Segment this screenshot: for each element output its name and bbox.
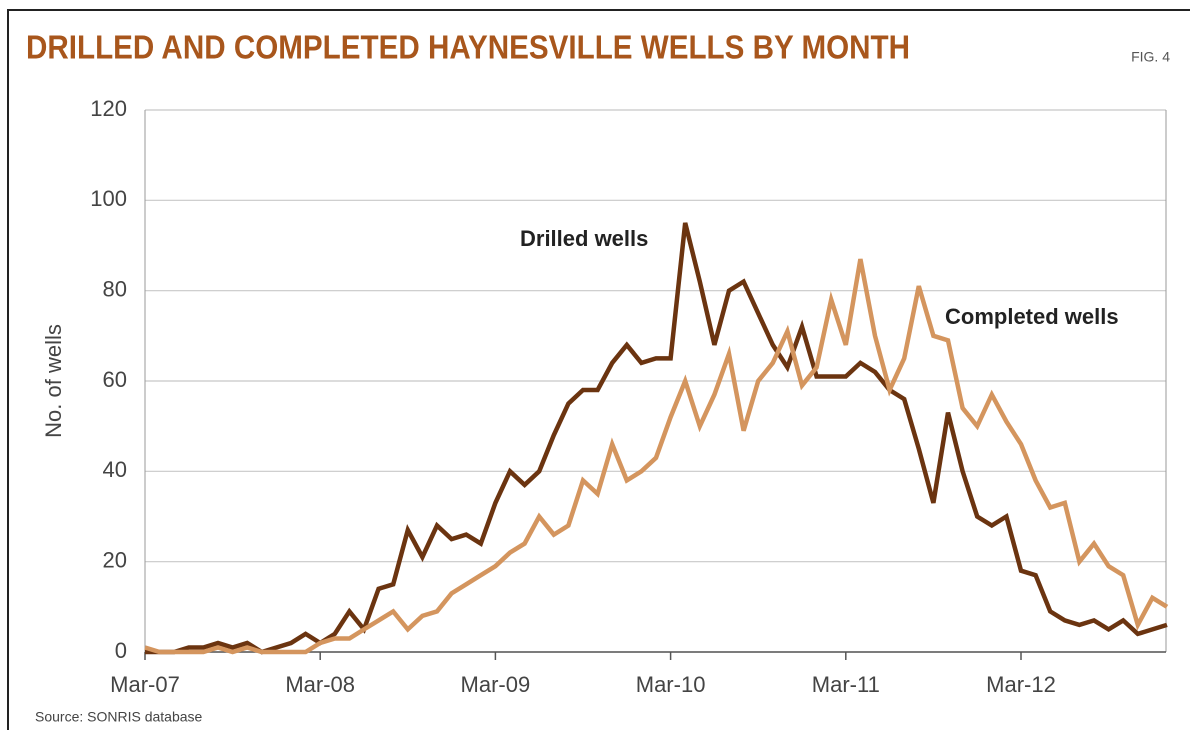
line-series xyxy=(144,258,1169,655)
line-series xyxy=(145,222,1168,655)
x-tick-label: Mar-08 xyxy=(285,672,355,697)
x-tick-label: Mar-10 xyxy=(636,672,706,697)
series-label: Completed wells xyxy=(945,304,1119,329)
y-tick-label: 40 xyxy=(103,457,127,482)
x-tick-label: Mar-09 xyxy=(461,672,531,697)
y-tick-label: 60 xyxy=(103,367,127,392)
chart-title: DRILLED AND COMPLETED HAYNESVILLE WELLS … xyxy=(26,29,910,66)
x-tick-label: Mar-12 xyxy=(986,672,1056,697)
series-label: Drilled wells xyxy=(520,226,648,251)
y-axis-label: No. of wells xyxy=(41,324,66,438)
x-tick-label: Mar-11 xyxy=(812,672,880,697)
source: Source: SONRIS database xyxy=(35,709,203,725)
frame xyxy=(7,9,1190,730)
y-tick-label: 100 xyxy=(90,186,127,211)
y-tick-label: 20 xyxy=(103,547,127,572)
y-tick-label: 0 xyxy=(115,638,127,663)
y-tick-label: 120 xyxy=(90,96,127,121)
figure-label: FIG. 4 xyxy=(1131,49,1170,65)
y-tick-label: 80 xyxy=(103,276,127,301)
x-tick-label: Mar-07 xyxy=(110,672,180,697)
